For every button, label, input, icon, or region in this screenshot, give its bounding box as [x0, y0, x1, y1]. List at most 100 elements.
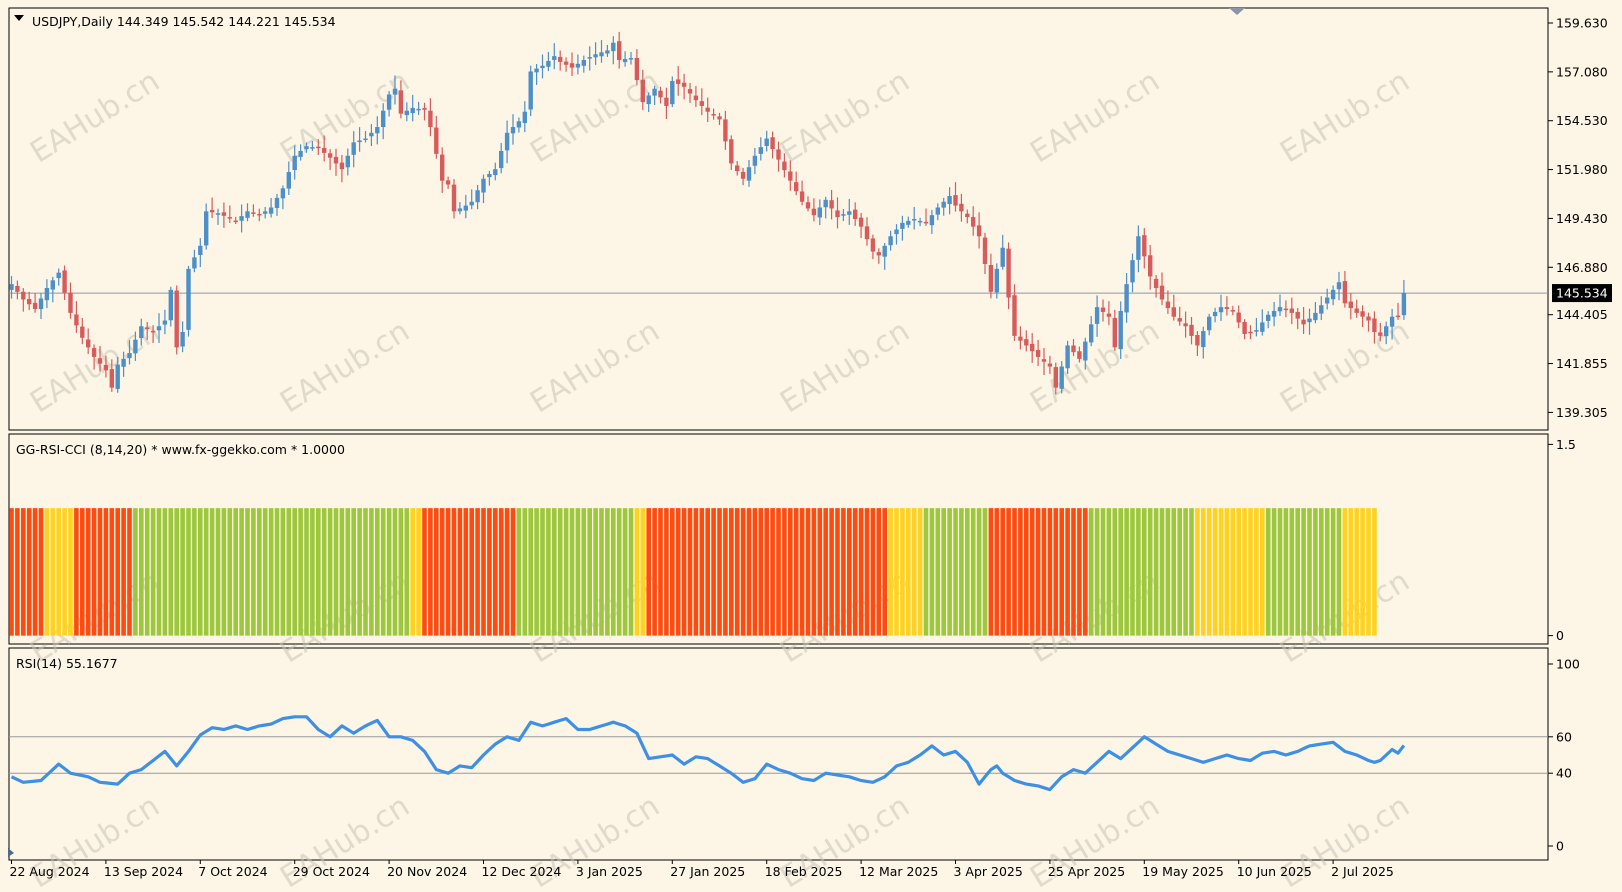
histogram-bar: [316, 508, 321, 636]
price-axis-label: 159.630: [1556, 16, 1608, 31]
histogram-bar: [894, 508, 899, 636]
histogram-bar: [1165, 508, 1171, 636]
candle: [139, 318, 144, 346]
candle: [1089, 316, 1094, 347]
candle: [841, 208, 846, 222]
candle-body: [1283, 308, 1289, 311]
candle-body: [310, 147, 315, 149]
histogram-bar: [1201, 508, 1206, 636]
histogram-bar: [1248, 508, 1253, 636]
candle: [133, 331, 138, 361]
histogram-bar: [1130, 508, 1135, 636]
candle-body: [912, 219, 917, 221]
candle-body: [1083, 341, 1088, 361]
histogram-bar: [852, 508, 858, 636]
rsi-axis-label: 60: [1556, 729, 1572, 744]
histogram-bar: [1136, 508, 1141, 636]
candle: [947, 187, 952, 215]
candle: [646, 92, 651, 113]
candle: [156, 313, 162, 343]
candle: [540, 54, 545, 79]
candle: [805, 196, 811, 212]
candle-body: [239, 216, 244, 221]
collapse-arrow-icon[interactable]: [14, 15, 24, 21]
candle-body: [133, 339, 138, 354]
candle: [1378, 322, 1383, 342]
histogram-bar: [563, 508, 569, 636]
candle-body: [1212, 311, 1218, 317]
histogram-bar: [729, 508, 734, 636]
histogram-bar: [192, 508, 197, 636]
candle-body: [416, 108, 421, 111]
candle: [1354, 299, 1359, 318]
candle: [493, 162, 498, 181]
histogram-bar: [646, 508, 651, 636]
candle-body: [1360, 311, 1365, 317]
histogram-bar: [410, 508, 415, 636]
candle: [965, 209, 970, 224]
candle-body: [1242, 322, 1247, 334]
candle-body: [540, 65, 545, 69]
candle-body: [811, 208, 817, 216]
histogram-bar: [1041, 508, 1047, 636]
candle-body: [1018, 336, 1023, 341]
histogram-bar: [970, 508, 976, 636]
histogram-bar: [38, 508, 44, 636]
candle-body: [499, 150, 504, 169]
candle: [1183, 311, 1188, 338]
panel-frame-1: [8, 7, 1549, 431]
candle-body: [1289, 308, 1294, 313]
candle: [434, 115, 439, 159]
candle-body: [1348, 301, 1353, 309]
candle-body: [1118, 310, 1123, 350]
candle: [664, 87, 669, 119]
candle: [1047, 355, 1053, 375]
histogram-panel-title: GG-RSI-CCI (8,14,20) * www.fx-ggekko.com…: [16, 442, 345, 457]
histogram-bar: [1059, 508, 1064, 636]
candle-body: [292, 155, 297, 170]
histogram-bar: [628, 508, 634, 636]
candle-body: [339, 162, 345, 170]
histogram-bar: [681, 508, 687, 636]
histogram-bar: [215, 508, 221, 636]
histogram-bar: [1153, 508, 1159, 636]
candle-body: [1053, 367, 1058, 388]
rsi-line-layer: [10, 715, 1406, 792]
histogram-bar: [203, 508, 209, 636]
candle-body: [894, 229, 899, 235]
candle: [121, 351, 126, 377]
candle: [327, 149, 333, 171]
candle: [894, 224, 899, 245]
histogram-bar: [339, 508, 345, 636]
candle: [339, 154, 345, 183]
candle: [257, 208, 262, 222]
candle-body: [1372, 318, 1377, 333]
candle-body: [1201, 331, 1206, 348]
histogram-bar: [481, 508, 486, 636]
candle: [1224, 296, 1230, 316]
histogram-bar: [357, 508, 362, 636]
shift-marker-icon[interactable]: [1229, 8, 1245, 15]
candle-body: [1401, 293, 1407, 316]
histogram-bar: [947, 508, 952, 636]
candle-body: [1030, 343, 1035, 352]
histogram-bar: [1159, 508, 1165, 636]
candle-body: [369, 132, 374, 137]
candle-body: [628, 58, 634, 60]
candle-body: [180, 332, 185, 347]
candle: [1384, 321, 1389, 345]
histogram-bar: [599, 508, 604, 636]
candle: [1071, 339, 1076, 357]
histogram-bar: [156, 508, 162, 636]
panel-frame-3: [8, 647, 1549, 861]
histogram-bar: [805, 508, 811, 636]
candle-body: [15, 285, 20, 292]
candle-body: [1301, 319, 1306, 325]
histogram-bar: [498, 508, 504, 636]
histogram-bar: [321, 508, 327, 636]
candle: [705, 97, 710, 123]
candle-body: [847, 211, 852, 215]
candle: [286, 161, 291, 196]
candle: [1236, 305, 1241, 329]
candle-body: [1295, 311, 1300, 319]
